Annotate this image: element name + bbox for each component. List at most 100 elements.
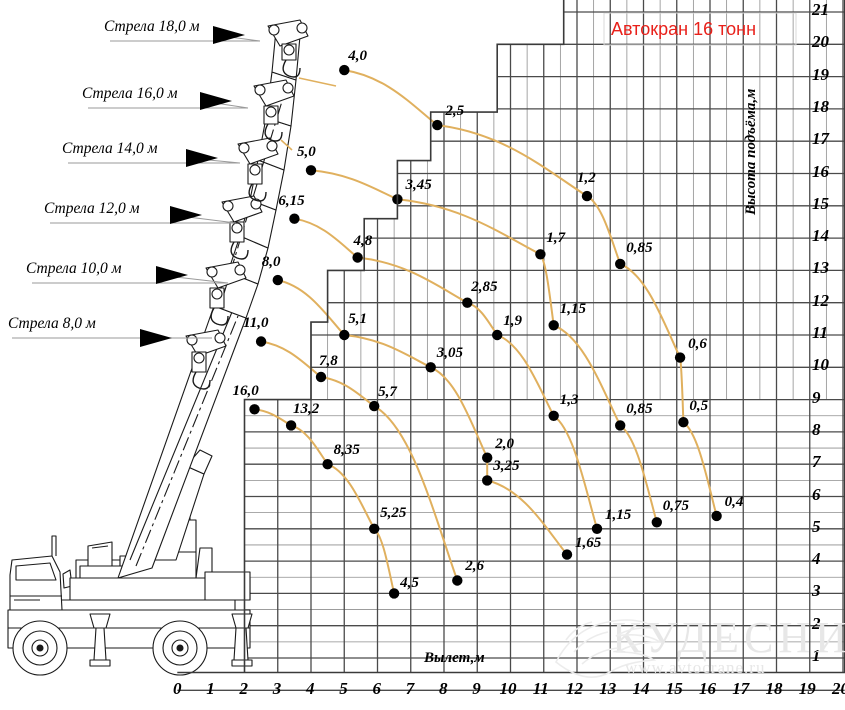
boom-length-label: Стрела 18,0 м (104, 18, 200, 35)
y-tick-label: 10 (812, 355, 829, 375)
data-point (388, 588, 400, 599)
y-tick-label: 15 (812, 193, 829, 213)
y-tick-label: 9 (812, 387, 821, 407)
data-point (615, 420, 626, 431)
data-point (482, 475, 493, 486)
load-value-label: 4,0 (348, 48, 367, 65)
load-value-label: 11,0 (243, 315, 269, 332)
leader-arrow-icon (213, 26, 245, 44)
data-point (678, 417, 689, 428)
watermark-site: www.avtocrane.ru (625, 658, 766, 677)
data-point (425, 362, 436, 373)
y-tick-label: 14 (812, 226, 829, 246)
data-point (452, 575, 463, 586)
y-tick-label: 2 (812, 613, 821, 633)
data-point (535, 249, 546, 260)
x-tick-label: 18 (765, 679, 783, 698)
y-tick-label: 19 (812, 64, 829, 84)
leader-arrow-icon (140, 329, 172, 347)
boom-length-label: Стрела 10,0 м (26, 260, 122, 277)
data-point (615, 258, 626, 270)
y-tick-label: 17 (812, 129, 829, 149)
grid-minor (244, 0, 845, 643)
y-tick-label: 16 (812, 161, 829, 181)
data-point (339, 64, 350, 76)
x-tick-label: 0 (173, 679, 182, 698)
y-tick-label: 7 (812, 452, 821, 472)
load-value-label: 3,45 (405, 177, 432, 194)
x-tick-label: 8 (439, 679, 448, 698)
data-point (339, 329, 350, 341)
load-value-label: 1,3 (559, 391, 579, 408)
data-point (369, 523, 380, 534)
data-point (492, 329, 503, 341)
y-tick-label: 8 (812, 419, 821, 439)
data-point (581, 190, 593, 202)
load-value-label: 5,0 (297, 144, 316, 161)
load-value-label: 5,25 (380, 504, 407, 521)
load-value-label: 1,15 (559, 301, 586, 318)
load-value-label: 1,15 (604, 506, 632, 523)
capacity-curve (260, 340, 459, 581)
y-tick-label: 3 (812, 581, 821, 601)
data-point (674, 352, 686, 363)
data-point (711, 510, 722, 522)
data-point (305, 165, 317, 176)
load-value-label: 6,15 (278, 192, 305, 209)
leader-arrow-icon (156, 266, 188, 284)
y-tick-label: 5 (812, 516, 821, 536)
boom-length-label: Стрела 16,0 м (82, 85, 178, 102)
y-tick-label: 21 (812, 0, 829, 19)
x-tick-label: 11 (532, 679, 549, 698)
x-tick-label: 3 (272, 679, 282, 698)
data-point (289, 213, 300, 224)
y-tick-label: 6 (812, 484, 821, 504)
load-value-label: 1,65 (575, 534, 602, 551)
leader-arrow-icon (186, 149, 218, 167)
boom-length-label: Стрела 14,0 м (62, 140, 158, 157)
data-point (591, 523, 603, 534)
load-value-label: 2,85 (471, 278, 498, 295)
load-value-label: 2,6 (465, 558, 485, 575)
load-value-label: 4,8 (353, 233, 373, 250)
x-tick-label: 14 (632, 679, 650, 698)
load-value-label: 8,35 (333, 442, 360, 459)
data-point (369, 400, 380, 412)
load-value-label: 0,85 (626, 401, 653, 418)
load-value-label: 0,6 (688, 335, 707, 352)
load-value-label: 13,2 (293, 401, 320, 418)
x-tick-label: 6 (372, 679, 382, 698)
load-value-label: 1,7 (546, 230, 566, 247)
data-point (352, 252, 363, 263)
load-value-label: 16,0 (232, 383, 259, 400)
x-tick-label: 15 (665, 679, 683, 698)
y-tick-label: 11 (812, 323, 829, 342)
leader-arrow-icon (200, 92, 232, 110)
x-tick-label: 16 (699, 679, 716, 698)
load-value-label: 5,7 (378, 384, 397, 401)
x-tick-label: 10 (499, 679, 517, 698)
x-tick-label: 19 (798, 679, 816, 698)
x-tick-label: 9 (472, 679, 481, 698)
load-value-label: 0,4 (724, 493, 744, 510)
load-value-label: 0,5 (689, 398, 709, 415)
load-value-label: 0,85 (626, 239, 653, 256)
leader-arrow-icon (170, 206, 202, 224)
load-value-label: 1,2 (576, 170, 596, 187)
x-tick-label: 20 (832, 679, 845, 698)
load-value-label: 8,0 (261, 254, 281, 271)
x-tick-label: 1 (206, 679, 215, 698)
data-point (272, 274, 283, 286)
data-point (432, 119, 443, 131)
data-point (255, 336, 267, 347)
load-value-label: 2,5 (445, 103, 465, 120)
x-tick-label: 12 (566, 679, 583, 698)
data-point (548, 320, 559, 331)
y-tick-label: 20 (812, 32, 829, 52)
load-value-label: 5,1 (348, 311, 367, 327)
load-value-label: 3,05 (436, 345, 463, 362)
